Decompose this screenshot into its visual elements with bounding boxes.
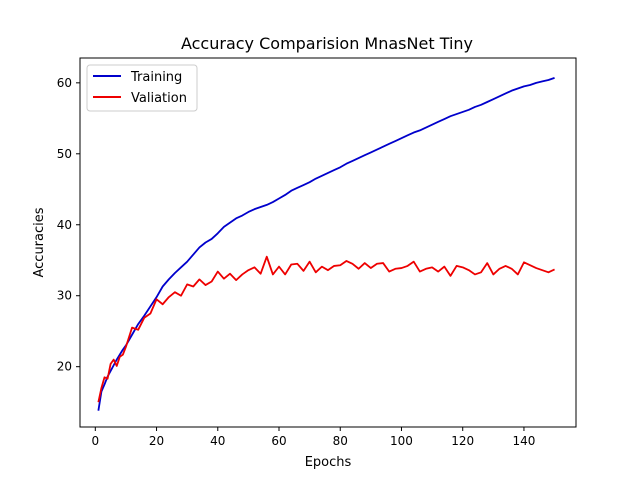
y-tick-label: 60 bbox=[57, 76, 72, 90]
x-tick-label: 0 bbox=[91, 434, 99, 448]
x-axis-label: Epochs bbox=[305, 455, 352, 470]
series-line-validation bbox=[97, 255, 555, 403]
y-tick-label: 40 bbox=[57, 218, 72, 232]
y-tick-label: 30 bbox=[57, 289, 72, 303]
y-tick-label: 20 bbox=[57, 360, 72, 374]
y-axis-label: Accuracies bbox=[32, 207, 47, 277]
plot-area bbox=[97, 77, 555, 411]
y-axis: 20 30 40 50 60 bbox=[57, 76, 80, 374]
series-line-training bbox=[97, 77, 555, 411]
x-tick-label: 120 bbox=[451, 434, 474, 448]
x-tick-label: 100 bbox=[390, 434, 413, 448]
chart-title: Accuracy Comparision MnasNet Tiny bbox=[181, 34, 473, 53]
x-tick-label: 60 bbox=[271, 434, 286, 448]
x-tick-label: 80 bbox=[333, 434, 348, 448]
axes-frame bbox=[79, 57, 577, 428]
x-axis: 0 20 40 60 80 100 120 140 bbox=[91, 427, 535, 448]
legend: Training Valiation bbox=[86, 64, 198, 112]
x-tick-label: 20 bbox=[149, 434, 164, 448]
x-tick-label: 40 bbox=[210, 434, 225, 448]
y-tick-label: 50 bbox=[57, 147, 72, 161]
x-tick-label: 140 bbox=[512, 434, 535, 448]
legend-label-training: Training bbox=[130, 70, 182, 85]
legend-label-validation: Valiation bbox=[131, 91, 187, 106]
